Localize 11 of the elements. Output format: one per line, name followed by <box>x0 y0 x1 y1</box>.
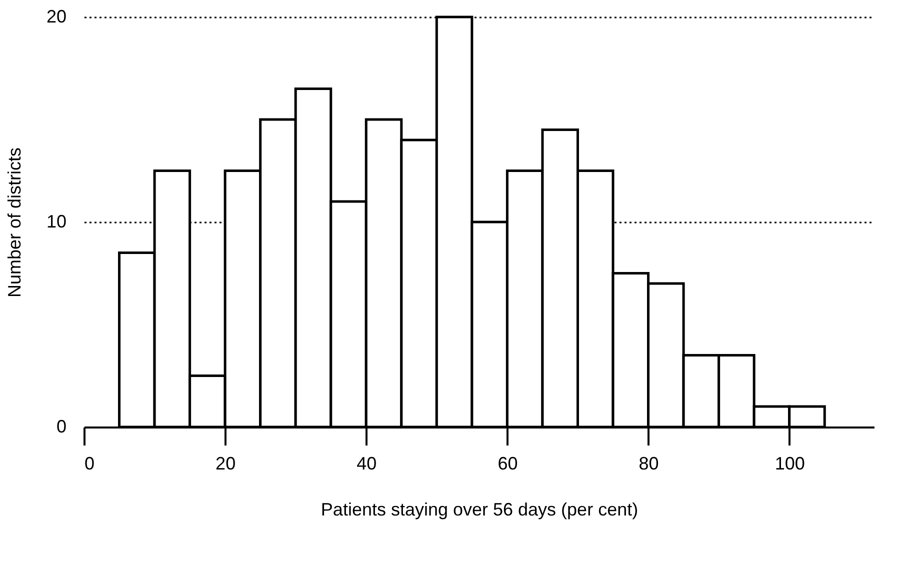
x-axis-title: Patients staying over 56 days (per cent) <box>320 500 638 520</box>
x-tick-label: 100 <box>774 454 805 474</box>
x-tick-label: 60 <box>498 454 518 474</box>
y-axis-title: Number of districts <box>4 147 24 298</box>
x-tick-label: 80 <box>638 454 659 474</box>
x-tick-label: 0 <box>84 454 95 474</box>
y-tick-label: 20 <box>46 6 66 26</box>
y-tick-label: 10 <box>46 212 66 232</box>
y-tick-label: 0 <box>56 416 66 436</box>
x-tick-label: 20 <box>216 454 236 474</box>
x-tick-label: 40 <box>356 454 377 474</box>
